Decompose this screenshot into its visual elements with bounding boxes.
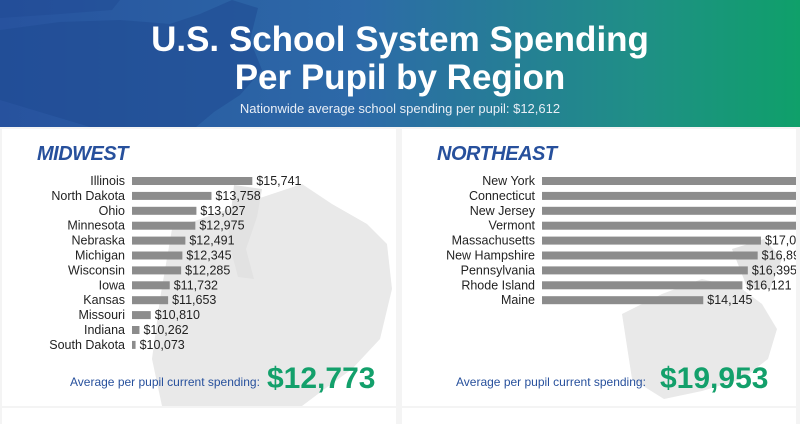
northeast-bar xyxy=(542,251,758,260)
northeast-value-label: $16,893 xyxy=(762,249,796,263)
northeast-average-value: $19,953 xyxy=(660,362,769,395)
midwest-category-label: Ohio xyxy=(99,204,125,218)
us-map-silhouette xyxy=(0,0,262,127)
midwest-category-label: Illinois xyxy=(90,174,125,188)
northeast-category-label: Pennsylvania xyxy=(461,263,535,277)
northeast-region-title: NORTHEAST xyxy=(437,143,557,165)
midwest-bar xyxy=(132,251,183,260)
northeast-panel: NORTHEAST New York$24,040Connecticut$20,… xyxy=(402,129,796,406)
midwest-value-label: $12,345 xyxy=(186,249,231,263)
midwest-value-label: $13,758 xyxy=(215,189,260,203)
northeast-category-label: New Jersey xyxy=(470,204,536,218)
nationwide-average-subtitle: Nationwide average school spending per p… xyxy=(239,101,561,116)
page-title-line1: U.S. School System Spending xyxy=(151,20,649,59)
midwest-category-label: Iowa xyxy=(99,278,125,292)
midwest-category-label: South Dakota xyxy=(49,338,125,352)
midwest-bar xyxy=(132,340,136,349)
midwest-bar xyxy=(132,221,196,230)
midwest-category-label: Wisconsin xyxy=(68,263,125,277)
midwest-value-label: $15,741 xyxy=(256,174,301,188)
midwest-bar xyxy=(132,266,182,275)
midwest-average-value: $12,773 xyxy=(267,362,376,395)
northeast-bar xyxy=(542,296,704,305)
midwest-category-label: Missouri xyxy=(78,308,125,322)
midwest-bar xyxy=(132,311,151,320)
midwest-region-title: MIDWEST xyxy=(37,143,128,165)
midwest-category-label: North Dakota xyxy=(51,189,125,203)
northeast-value-label: $14,145 xyxy=(707,293,752,307)
next-panel-left-edge xyxy=(2,408,396,424)
midwest-bar xyxy=(132,236,186,245)
northeast-bar xyxy=(542,266,748,275)
northeast-bar-chart: New York$24,040Connecticut$20,635New Jer… xyxy=(446,174,796,307)
midwest-panel: MIDWEST Illinois $15,741 North Dakota $13,7… xyxy=(2,129,396,406)
northeast-bar xyxy=(542,281,743,290)
northeast-bar xyxy=(542,191,796,200)
northeast-category-label: Connecticut xyxy=(469,189,536,203)
northeast-category-label: Vermont xyxy=(488,219,535,233)
midwest-value-label: $13,027 xyxy=(200,204,245,218)
northeast-bar xyxy=(542,221,796,230)
page-title-line2: Per Pupil by Region xyxy=(234,58,566,97)
northeast-value-label: $16,121 xyxy=(746,278,791,292)
midwest-bar xyxy=(132,191,212,200)
northeast-average-label: Average per pupil current spending: xyxy=(456,375,646,389)
northeast-category-label: New York xyxy=(482,174,536,188)
northeast-category-label: Massachusetts xyxy=(452,234,535,248)
northeast-category-label: Rhode Island xyxy=(461,278,535,292)
northeast-value-label: $16,395 xyxy=(752,263,796,277)
midwest-category-label: Michigan xyxy=(75,249,125,263)
northeast-bar xyxy=(542,177,796,185)
midwest-bar xyxy=(132,177,253,185)
northeast-bar xyxy=(542,236,761,245)
midwest-category-label: Indiana xyxy=(84,323,125,337)
northeast-category-label: Maine xyxy=(501,293,535,307)
midwest-value-label: $10,073 xyxy=(140,338,185,352)
midwest-value-label: $10,262 xyxy=(143,323,188,337)
midwest-value-label: $12,491 xyxy=(189,234,234,248)
midwest-category-label: Kansas xyxy=(83,293,125,307)
midwest-bar-chart: Illinois $15,741 North Dakota $13,758 Ohio $1… xyxy=(49,174,301,352)
midwest-bar xyxy=(132,206,197,215)
midwest-map-background xyxy=(152,184,392,406)
midwest-category-label: Minnesota xyxy=(67,219,125,233)
midwest-bar xyxy=(132,326,140,334)
midwest-category-label: Nebraska xyxy=(72,234,126,248)
midwest-bar xyxy=(132,281,170,290)
northeast-value-label: $17,058 xyxy=(765,234,796,248)
midwest-value-label: $10,810 xyxy=(155,308,200,322)
midwest-value-label: $11,732 xyxy=(174,278,218,292)
northeast-bar xyxy=(542,206,796,215)
midwest-value-label: $12,975 xyxy=(199,219,244,233)
midwest-value-label: $12,285 xyxy=(185,263,230,277)
header-banner: U.S. School System Spending Per Pupil by… xyxy=(0,0,800,127)
midwest-value-label: $11,653 xyxy=(172,293,216,307)
midwest-average-label: Average per pupil current spending: xyxy=(70,375,260,389)
next-panel-right-edge xyxy=(402,408,796,424)
midwest-bar xyxy=(132,296,169,305)
northeast-category-label: New Hampshire xyxy=(446,249,535,263)
